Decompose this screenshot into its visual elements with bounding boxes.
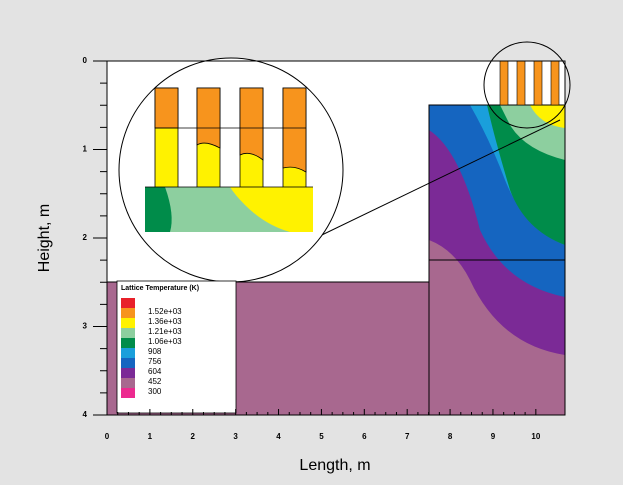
x-tick-label: 4 xyxy=(276,432,281,441)
legend-label: 452 xyxy=(148,377,162,386)
legend-swatch xyxy=(121,388,135,398)
legend-label: 756 xyxy=(148,357,162,366)
legend-title: Lattice Temperature (K) xyxy=(121,285,199,292)
legend-swatch xyxy=(121,358,135,368)
legend-label: 300 xyxy=(148,387,162,396)
x-tick-label: 8 xyxy=(448,432,453,441)
y-tick-label: 1 xyxy=(83,145,88,154)
legend-swatch xyxy=(121,338,135,348)
y-tick-label: 3 xyxy=(83,322,88,331)
y-axis-label: Height, m xyxy=(36,204,53,272)
x-tick-label: 3 xyxy=(233,432,238,441)
x-tick-label: 7 xyxy=(405,432,410,441)
legend-swatch xyxy=(121,348,135,358)
legend-label: 1.06e+03 xyxy=(148,337,182,346)
device-block xyxy=(429,105,565,415)
legend-swatch xyxy=(121,368,135,378)
y-tick-label: 2 xyxy=(83,233,88,242)
legend-swatch xyxy=(121,308,135,318)
legend-label: 1.36e+03 xyxy=(148,317,182,326)
page: Lattice Temperature (K) Length, m Height… xyxy=(0,0,623,485)
inset-circle xyxy=(119,58,343,282)
x-tick-label: 2 xyxy=(191,432,196,441)
legend-label: 1.21e+03 xyxy=(148,327,182,336)
legend-swatch xyxy=(121,378,135,388)
legend-label: 908 xyxy=(148,347,162,356)
x-tick-label: 1 xyxy=(148,432,153,441)
x-tick-label: 6 xyxy=(362,432,367,441)
legend-swatch xyxy=(121,328,135,338)
legend-swatch xyxy=(121,318,135,328)
x-tick-label: 0 xyxy=(105,432,110,441)
y-tick-label: 4 xyxy=(83,410,88,419)
legend-label: 1.52e+03 xyxy=(148,307,182,316)
y-tick-label: 0 xyxy=(83,56,88,65)
chart: Lattice Temperature (K) Length, m Height… xyxy=(0,0,623,485)
x-tick-label: 5 xyxy=(319,432,324,441)
legend-swatch xyxy=(121,298,135,308)
legend-label: 604 xyxy=(148,367,162,376)
x-tick-label: 9 xyxy=(491,432,496,441)
x-tick-label: 10 xyxy=(531,432,540,441)
x-axis-label: Length, m xyxy=(299,457,370,474)
